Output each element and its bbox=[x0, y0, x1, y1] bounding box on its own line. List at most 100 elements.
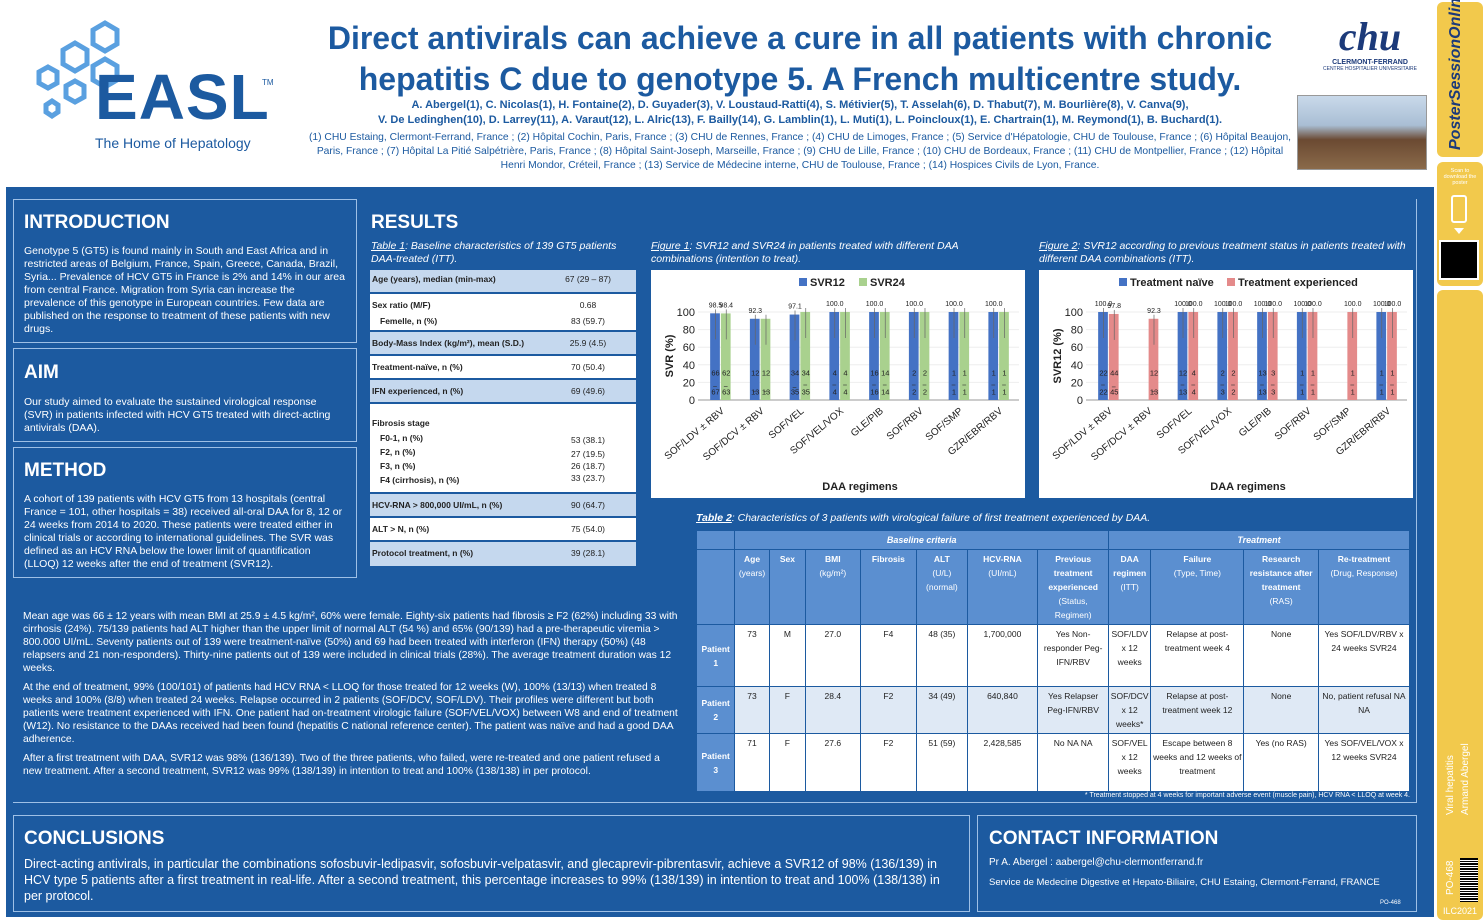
n-total-label: 1 bbox=[1300, 388, 1304, 397]
table-cell-value: 69 (49.6) bbox=[570, 386, 606, 396]
contact-code: PO-468 bbox=[1380, 900, 1401, 906]
x-tick-label: SOF/RBV bbox=[885, 406, 926, 443]
col-alt: ALT (U/L) (normal) bbox=[916, 549, 968, 625]
download-arrow-icon bbox=[1454, 228, 1464, 234]
bar bbox=[879, 312, 890, 400]
n-responders-label: 1 bbox=[952, 368, 956, 377]
easl-logo-text: EASL bbox=[95, 61, 270, 133]
table-cell: Yes SOF/LDV/RBV x 24 weeks SVR24 bbox=[1318, 624, 1410, 687]
poster-header: EASL TM The Home of Hepatology Direct an… bbox=[0, 0, 1434, 185]
n-responders-label: 1 bbox=[963, 368, 967, 377]
table-cell-value bbox=[540, 412, 636, 432]
col-resistance: Research resistance after treatment (RAS) bbox=[1243, 549, 1320, 625]
n-total-label: 13 bbox=[751, 388, 759, 397]
n-responders-label: 12 bbox=[1150, 368, 1158, 377]
table-cell-value: 90 (64.7) bbox=[570, 500, 606, 510]
figure1-caption-text: : SVR12 and SVR24 in patients treated wi… bbox=[651, 240, 959, 265]
n-total-label: 4 bbox=[833, 388, 837, 397]
n-total-label: 13 bbox=[1150, 388, 1158, 397]
y-axis-label: SVR12 (%) bbox=[1052, 328, 1064, 383]
table-cell: No, patient refusal NA NA bbox=[1318, 686, 1410, 734]
results-paragraph-2: At the end of treatment, 99% (100/101) o… bbox=[23, 682, 678, 745]
x-tick-label: SOF/RBV bbox=[1273, 406, 1314, 443]
table-cell-value: 39 (28.1) bbox=[570, 548, 606, 558]
n-total-label: 16 bbox=[870, 388, 878, 397]
figure1-caption: Figure 1: SVR12 and SVR24 in patients tr… bbox=[651, 240, 1021, 266]
chu-logo-subtitle: CENTRE HOSPITALIER UNIVERSITAIRE bbox=[1323, 66, 1417, 72]
poster-authors: A. Abergel(1), C. Nicolas(1), H. Fontain… bbox=[305, 98, 1295, 128]
results-paragraph-3: After a first treatment with DAA, SVR12 … bbox=[23, 753, 660, 777]
x-tick-label: SOF/VEL bbox=[767, 406, 807, 442]
table-cell: 73 bbox=[734, 624, 770, 687]
n-total-label: 4 bbox=[843, 388, 847, 397]
table-cell-label: IFN experienced, n (%) bbox=[372, 386, 464, 396]
table-cell: No NA NA bbox=[1037, 733, 1109, 792]
n-responders-label: 1 bbox=[992, 368, 996, 377]
n-total-label: 2 bbox=[912, 388, 916, 397]
n-total-label: 2 bbox=[923, 388, 927, 397]
col-sub: (U/L) (normal) bbox=[926, 568, 958, 592]
figure2-caption: Figure 2: SVR12 according to previous tr… bbox=[1039, 240, 1409, 266]
poster-affiliations: (1) CHU Estaing, Clermont-Ferrand, Franc… bbox=[308, 132, 1292, 171]
table-cell: 28.4 bbox=[805, 686, 861, 734]
table-cell: Yes Relapser Peg-IFN/RBV bbox=[1037, 686, 1109, 734]
conclusions-box bbox=[13, 815, 970, 912]
table-cell-label: F2, n (%) bbox=[380, 447, 416, 457]
table-cell: SOF/LDV x 12 weeks bbox=[1107, 624, 1152, 687]
data-label: 98.5 bbox=[709, 302, 723, 309]
y-tick-label: 20 bbox=[683, 377, 695, 389]
col-hcv-rna: HCV-RNA (UI/mL) bbox=[966, 549, 1039, 625]
col-title: ALT bbox=[933, 554, 950, 564]
x-tick-label: GLE/PIB bbox=[1237, 406, 1274, 440]
n-responders-label: 2 bbox=[923, 368, 927, 377]
aim-heading: AIM bbox=[24, 362, 59, 383]
bar bbox=[840, 312, 850, 400]
n-responders-label: 1 bbox=[1300, 368, 1304, 377]
patient-label: Patient 2 bbox=[695, 686, 736, 734]
legend-swatch bbox=[1119, 278, 1127, 286]
table-cell: M bbox=[768, 624, 807, 687]
bar bbox=[988, 312, 999, 400]
table-cell-value: 26 (18.7) bbox=[570, 461, 606, 471]
bar bbox=[1108, 313, 1119, 400]
n-total-label: 14 bbox=[881, 388, 889, 397]
data-label: 100.0 bbox=[866, 301, 884, 308]
data-label: 97.8 bbox=[1107, 303, 1121, 310]
n-total-label: 2 bbox=[1231, 388, 1235, 397]
table2-group-header: Baseline criteria Treatment bbox=[695, 530, 1411, 550]
bar bbox=[1307, 312, 1318, 400]
n-total-label: 13 bbox=[762, 388, 770, 397]
bar bbox=[1177, 312, 1188, 400]
y-tick-label: 0 bbox=[689, 395, 695, 407]
bar bbox=[948, 312, 959, 400]
patient-label: Patient 1 bbox=[695, 624, 736, 687]
table-cell: 27.0 bbox=[805, 624, 861, 687]
sidebar-code: PO-468 bbox=[1445, 860, 1456, 895]
data-label: 100.0 bbox=[945, 301, 963, 308]
col-retreatment: Re-treatment (Drug, Response) bbox=[1318, 549, 1410, 625]
fibrosis-group: Fibrosis stage F0-1, n (%) 53 (38.1) F2, … bbox=[370, 404, 636, 494]
n-total-label: 45 bbox=[1110, 388, 1118, 397]
contact-box bbox=[977, 815, 1417, 912]
data-label: 100.0 bbox=[1095, 301, 1113, 308]
data-label: 100.0 bbox=[1225, 301, 1243, 308]
table-cell: F4 bbox=[859, 624, 918, 687]
n-total-label: 35 bbox=[791, 388, 799, 397]
chu-logo: chu CLERMONT-FERRAND CENTRE HOSPITALIER … bbox=[1305, 15, 1435, 85]
col-title: Fibrosis bbox=[871, 554, 905, 564]
n-total-label: 3 bbox=[1271, 388, 1275, 397]
data-label: 92.3 bbox=[1147, 308, 1161, 315]
legend-swatch bbox=[1227, 278, 1235, 286]
table-row: Treatment-naïve, n (%) 70 (50.4) bbox=[370, 356, 636, 380]
table-cell: SOF/VEL x 12 weeks bbox=[1107, 733, 1152, 792]
table-row: Sex ratio (M/F) 0.68 bbox=[370, 294, 636, 312]
figure2-caption-label: Figure 2 bbox=[1039, 240, 1078, 252]
x-axis-label: DAA regimens bbox=[822, 481, 897, 493]
figure1-caption-label: Figure 1 bbox=[651, 240, 690, 252]
table-row: Body-Mass Index (kg/m²), mean (S.D.) 25.9… bbox=[370, 332, 636, 356]
table-cell: 51 (59) bbox=[916, 733, 968, 792]
bar bbox=[919, 312, 930, 400]
bar bbox=[1267, 312, 1278, 400]
table-cell: 48 (35) bbox=[916, 624, 968, 687]
contact-address: Service de Medecine Digestive et Hepato-… bbox=[989, 877, 1380, 888]
